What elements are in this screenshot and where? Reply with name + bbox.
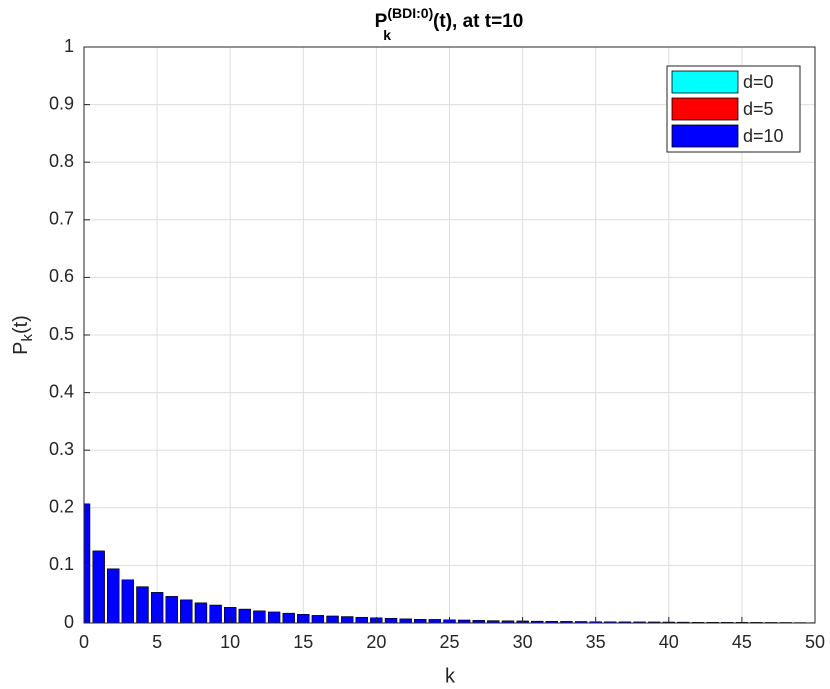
bar (574, 621, 588, 623)
x-tick-label: 25 (439, 632, 459, 652)
y-tick-label: 0.6 (49, 266, 74, 286)
bar (355, 616, 368, 623)
x-axis-label: k (445, 665, 456, 687)
x-tick-label: 30 (513, 632, 533, 652)
legend-swatch (671, 124, 739, 148)
x-tick-label: 35 (586, 632, 606, 652)
y-tick-label: 1 (64, 36, 74, 56)
bar (399, 618, 412, 623)
bar (341, 616, 354, 623)
y-tick-label: 0.5 (49, 324, 74, 344)
y-tick-label: 0.2 (49, 497, 74, 517)
title-sub: k (383, 27, 391, 43)
y-tick-label: 0 (64, 612, 74, 632)
legend-swatch (671, 70, 739, 94)
x-tick-label: 45 (732, 632, 752, 652)
x-tick-label: 20 (366, 632, 386, 652)
bar (311, 615, 325, 623)
y-tick-label: 0.9 (49, 93, 74, 113)
x-tick-label: 0 (79, 632, 89, 652)
y-tick-label: 0.8 (49, 151, 74, 171)
y-axis-label: Pk(t) (10, 315, 36, 355)
bar (428, 619, 441, 623)
bar (165, 596, 178, 623)
title-rest: (t), at t=10 (433, 11, 523, 32)
ylabel-rest: (t) (10, 315, 32, 334)
x-tick-label: 40 (659, 632, 679, 652)
ylabel-base: P (10, 342, 32, 355)
bar (121, 579, 134, 623)
x-tick-label: 5 (152, 632, 162, 652)
bar (253, 610, 266, 623)
title-sup: (BDI:0) (387, 5, 433, 21)
bar (384, 618, 398, 623)
x-tick-label: 10 (220, 632, 240, 652)
x-tick-label: 50 (805, 632, 825, 652)
chart-title: P(BDI:0) k (t), at t=10 (375, 5, 524, 43)
y-tick-label: 0.1 (49, 554, 74, 574)
legend-label: d=0 (743, 72, 774, 92)
bar (136, 586, 149, 623)
bar (531, 620, 544, 623)
bar (194, 602, 208, 623)
bar (267, 611, 281, 623)
bar (414, 619, 427, 623)
x-tick-label: 15 (293, 632, 313, 652)
bar (604, 621, 617, 623)
y-tick-label: 0.3 (49, 439, 74, 459)
legend-swatch (671, 97, 739, 121)
bar (472, 620, 485, 623)
bar (282, 612, 295, 623)
title-base: P (375, 11, 388, 32)
bar (209, 604, 222, 623)
bar (92, 550, 105, 623)
y-tick-label: 0.4 (49, 381, 74, 401)
bar (180, 599, 193, 623)
legend-label: d=5 (743, 99, 774, 119)
bar (107, 568, 120, 623)
bar (238, 608, 251, 623)
y-tick-label: 0.7 (49, 209, 74, 229)
bar (326, 615, 339, 623)
bar (545, 621, 558, 623)
ylabel-sub: k (19, 334, 36, 342)
legend-label: d=10 (743, 126, 784, 146)
